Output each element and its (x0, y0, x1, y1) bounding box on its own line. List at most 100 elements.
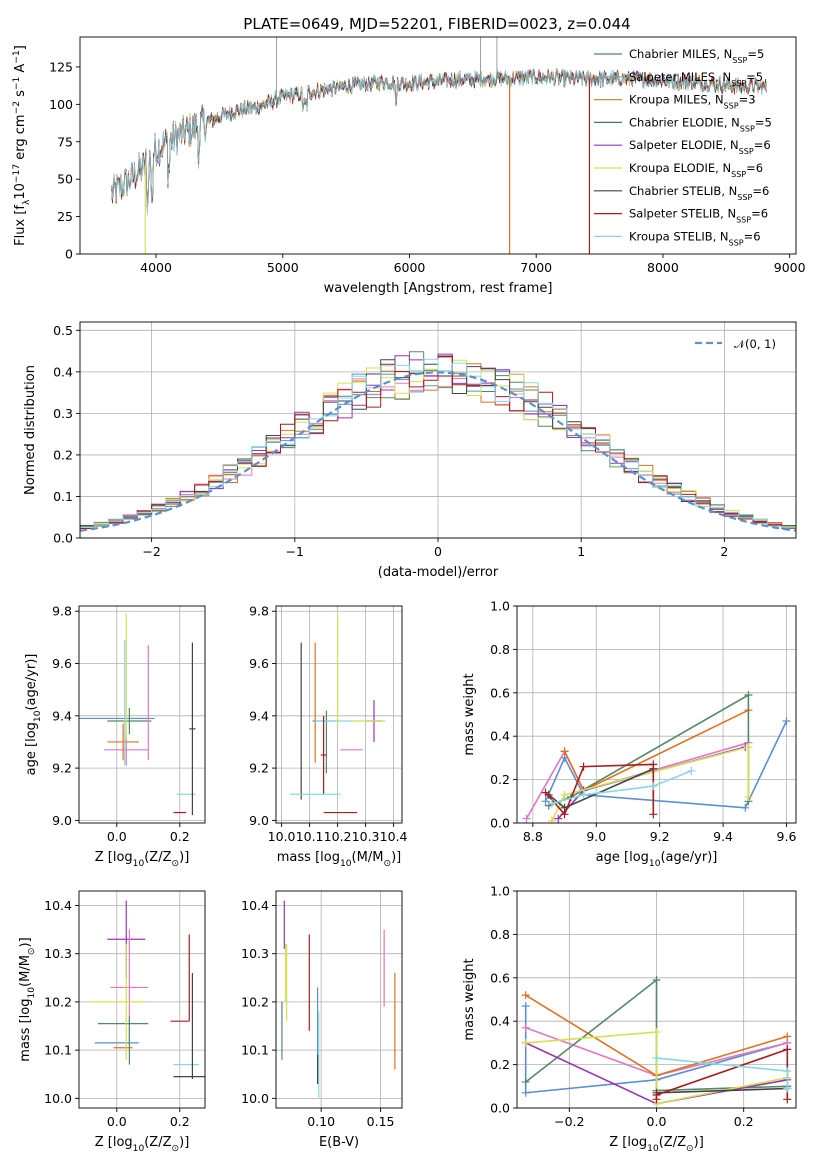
spectrum-xlabel: wavelength [Angstrom, rest frame] (324, 281, 553, 296)
weight_vs_age-marker (560, 747, 569, 756)
weight_vs_age-marker (687, 766, 696, 775)
mass_vs_ebv-frame (275, 890, 403, 1109)
spectrum-legend-label: Chabrier STELIB, NSSP=6 (629, 184, 769, 202)
weight_vs_age-xtick-label: 9.4 (713, 829, 733, 844)
spectrum-ytick-label: 25 (57, 209, 73, 224)
spectrum-ytick-label: 50 (57, 172, 73, 187)
spectrum-legend-label: Salpeter ELODIE, NSSP=6 (629, 138, 771, 156)
weight_vs_age-ytick-label: 0.4 (490, 729, 510, 744)
spectrum-legend-label: Kroupa STELIB, NSSP=6 (629, 229, 761, 247)
residuals-ytick-label: 0.2 (53, 447, 73, 462)
weight_vs_age-ytick-label: 0.8 (490, 642, 510, 657)
residuals-legend-label: 𝒩(0, 1) (734, 337, 776, 351)
weight_vs_age-ytick-label: 0.6 (490, 685, 510, 700)
mass_vs_Z-frame (78, 890, 206, 1109)
weight_vs_age-xtick-label: 9.0 (586, 829, 606, 844)
weight_vs_Z-marker (521, 1023, 530, 1032)
mass_vs_ebv-points (281, 900, 396, 1099)
mass_vs_ebv-ytick-label: 10.2 (241, 994, 269, 1009)
mass_vs_Z-ytick-label: 10.3 (44, 946, 72, 961)
weight_vs_age-frame (516, 605, 797, 824)
age_vs_Z-xtick-label: 0.2 (170, 829, 190, 844)
weight_vs_Z-marker (783, 1045, 792, 1054)
weight_vs_age-ylabel: mass weight (462, 673, 477, 755)
mass_vs_ebv-xtick-label: 0.15 (367, 1114, 395, 1129)
mass_vs_ebv-xlabel: E(B-V) (319, 1135, 359, 1150)
weight_vs_Z-marker (783, 1067, 792, 1076)
weight_vs_age-marker (649, 782, 658, 791)
age_vs_mass-ytick-label: 9.8 (249, 604, 269, 619)
mass_vs_Z-ytick-label: 10.0 (44, 1091, 72, 1106)
mass_vs_Z-xlabel: Z [log10(Z/Z⊙)] (95, 1135, 190, 1154)
weight_vs_age-marker (741, 803, 750, 812)
mass_vs_ebv-grid (276, 891, 402, 1108)
weight_vs_age-series (522, 690, 791, 823)
residuals-xtick-label: 1 (577, 544, 585, 559)
mass_vs_Z-grid (79, 891, 205, 1108)
weight_vs_Z-marker (652, 1028, 661, 1037)
age_vs_Z-ytick-label: 9.8 (52, 604, 72, 619)
spectrum-legend-label: Salpeter MILES, NSSP=5 (629, 70, 763, 88)
age_vs_Z-frame (78, 605, 206, 824)
age_vs_Z-ytick-label: 9.4 (52, 708, 72, 723)
spectrum-xtick-label: 8000 (647, 260, 679, 275)
residuals-ylabel: Normed distribution (23, 365, 38, 495)
weight_vs_Z-xlabel: Z [log10(Z/Z⊙)] (609, 1135, 704, 1154)
weight_vs_Z-panel: −0.2 0.0 0.2 0.0 0.2 0.4 0.6 0.8 1.0 Z [log10(Z/Z… (462, 884, 797, 1154)
spectrum-ylabel: Flux [fλ10−17 erg cm−2 s−1 A−1] (12, 45, 32, 246)
residuals-ytick-label: 0.1 (53, 489, 73, 504)
age_vs_Z-ylabel: age [log10(age/yr)] (24, 654, 43, 776)
age_vs_mass-ytick-label: 9.0 (249, 813, 269, 828)
residuals-histogram (80, 356, 796, 538)
residuals-normal-curve (80, 371, 796, 532)
weight_vs_age-xtick-label: 8.8 (523, 829, 543, 844)
mass_vs_Z-ytick-label: 10.1 (44, 1043, 72, 1058)
spectrum-panel: 4000 5000 6000 7000 8000 9000 0 25 50 75 100 125 wav… (12, 36, 806, 296)
age_vs_Z-grid (79, 606, 205, 823)
spectrum-xtick-label: 4000 (140, 260, 172, 275)
spectrum-legend-label: Kroupa ELODIE, NSSP=6 (629, 161, 763, 179)
residuals-xtick-label: −1 (286, 544, 304, 559)
spectrum-ytick-label: 75 (57, 134, 73, 149)
weight_vs_Z-series (521, 975, 792, 1108)
mass_vs_ebv-ytick-label: 10.1 (241, 1043, 269, 1058)
residuals-xlabel: (data-model)/error (378, 565, 499, 580)
spectrum-xtick-label: 5000 (267, 260, 299, 275)
mass_vs_ebv-xtick-label: 0.10 (307, 1114, 335, 1129)
spectrum-xtick-label: 9000 (774, 260, 806, 275)
weight_vs_Z-xtick-label: 0.0 (647, 1114, 667, 1129)
weight_vs_Z-ylabel: mass weight (462, 958, 477, 1040)
mass_vs_Z-ylabel: mass [log10(M/M⊙)] (18, 937, 37, 1061)
weight_vs_Z-marker (652, 1090, 661, 1099)
age_vs_Z-ytick-label: 9.2 (52, 761, 72, 776)
weight_vs_Z-series-line (656, 1087, 788, 1094)
age_vs_mass-points (290, 611, 386, 814)
weight_vs_age-marker (649, 760, 658, 769)
weight_vs_Z-xtick-label: 0.2 (734, 1114, 754, 1129)
mass_vs_Z-ytick-label: 10.4 (44, 898, 72, 913)
spectrum-ytick-label: 0 (65, 247, 73, 262)
spectrum-legend-label: Kroupa MILES, NSSP=3 (629, 93, 756, 111)
weight_vs_age-marker (579, 790, 588, 799)
mass_vs_ebv-ytick-label: 10.0 (241, 1091, 269, 1106)
weight_vs_Z-marker (652, 975, 661, 984)
weight_vs_age-marker (547, 799, 556, 808)
spectrum-ytick-label: 100 (49, 97, 73, 112)
weight_vs_Z-xtick-label: −0.2 (554, 1114, 584, 1129)
weight_vs_Z-marker (783, 1032, 792, 1041)
spectrum-series-line (111, 68, 767, 216)
residuals-ytick-label: 0.0 (53, 531, 73, 546)
age_vs_mass-xlabel: mass [log10(M/M⊙)] (277, 850, 401, 869)
weight_vs_age-marker (522, 814, 531, 823)
residuals-xtick-label: −2 (142, 544, 160, 559)
age_vs_mass-ytick-label: 9.4 (249, 708, 269, 723)
weight_vs_age-marker (541, 797, 550, 806)
age_vs_mass-xtick-label: 10.3 (352, 829, 380, 844)
weight_vs_age-marker (541, 788, 550, 797)
age_vs_mass-panel: 10.0 10.1 10.2 10.3 10.4 9.0 9.2 9.4 9.6 9.8 mass … (249, 604, 407, 869)
weight_vs_Z-ytick-label: 1.0 (490, 884, 510, 899)
weight_vs_age-marker (744, 690, 753, 699)
weight_vs_age-ytick-label: 1.0 (490, 599, 510, 614)
